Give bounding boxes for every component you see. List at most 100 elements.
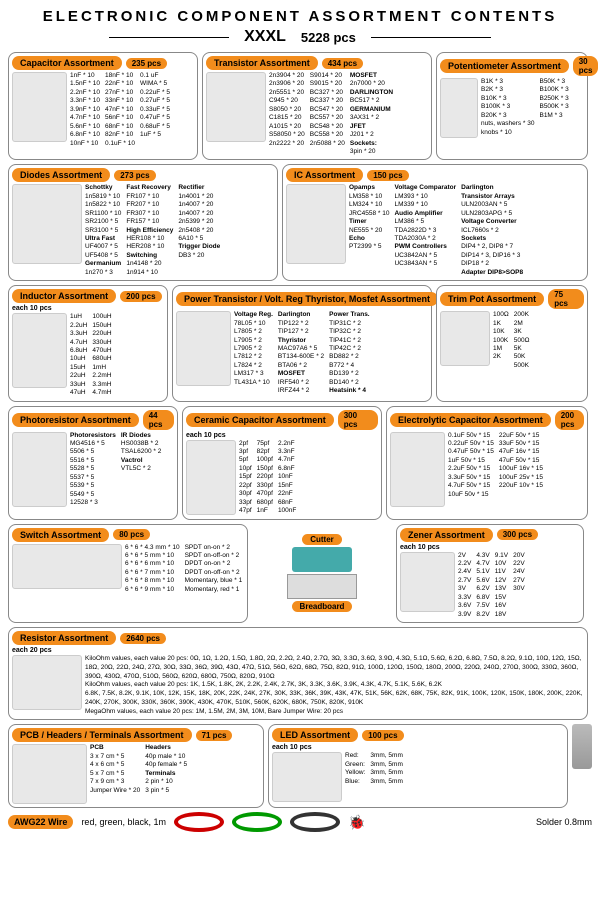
resistor-sub: each 20 pcs bbox=[12, 647, 584, 654]
pot-val: B100K * 3 bbox=[481, 103, 534, 111]
diodes-val: Fast Recovery bbox=[126, 184, 173, 192]
ceramic-val: 82pf bbox=[257, 448, 273, 456]
diodes-val: 6A10 * 5 bbox=[178, 235, 220, 243]
diodes-val: Trigger Diode bbox=[178, 243, 220, 251]
ic-val: Timer bbox=[349, 218, 389, 226]
electro-val: 100uF 25v * 15 bbox=[499, 474, 543, 482]
zener-val: 2.4V bbox=[458, 568, 471, 576]
pot-title: Potentiometer Assortment bbox=[440, 59, 569, 73]
photo-val: 5549 * 5 bbox=[70, 491, 116, 499]
zener-val: 5.6V bbox=[476, 577, 489, 585]
trimpot-thumb bbox=[440, 311, 490, 366]
capacitor-val: WIMA * 5 bbox=[140, 80, 170, 88]
ceramic-val: 68nF bbox=[278, 499, 296, 507]
ceramic-val: 680pf bbox=[257, 499, 273, 507]
electro-val: 1uF 50v * 15 bbox=[448, 457, 494, 465]
switch-thumb bbox=[12, 544, 122, 589]
power-val: BD882 * 2 bbox=[329, 353, 369, 361]
power-val: IRFZ44 * 2 bbox=[278, 387, 324, 395]
power-val: BD140 * 2 bbox=[329, 379, 369, 387]
inductor-val: 1uH bbox=[70, 313, 87, 321]
pot-val: knobs * 10 bbox=[481, 129, 534, 137]
led-val: 3mm, 5mm bbox=[370, 761, 403, 769]
diodes-val: UF4007 * 5 bbox=[85, 243, 121, 251]
ceramic-val: 5pf bbox=[239, 456, 252, 464]
inductor-title: Inductor Assortment bbox=[12, 289, 116, 303]
electro-val: 100uF 16v * 15 bbox=[499, 465, 543, 473]
transistor-val: BC548 * 20 bbox=[310, 123, 345, 131]
trimpot-pcs: 75 pcs bbox=[548, 289, 584, 309]
capacitor-val: 3.9nF * 10 bbox=[70, 106, 100, 114]
ic-val: DIP18 * 2 bbox=[461, 260, 523, 268]
pcb-section: PCB / Headers / Terminals Assortment 71 … bbox=[8, 724, 264, 808]
inductor-val: 15uH bbox=[70, 364, 87, 372]
power-title: Power Transistor / Volt. Reg Thyristor, … bbox=[176, 292, 438, 306]
ceramic-val: 2.2nF bbox=[278, 440, 296, 448]
trimpot-title: Trim Pot Assortment bbox=[440, 292, 544, 306]
photo-val: 5506 * 5 bbox=[70, 448, 116, 456]
ceramic-val: 3pf bbox=[239, 448, 252, 456]
trimpot-val: 500Ω bbox=[514, 337, 530, 345]
power-val: BTA06 * 2 bbox=[278, 362, 324, 370]
transistor-val: 2n2222 * 20 bbox=[269, 140, 305, 148]
zener-val: 27V bbox=[513, 577, 525, 585]
inductor-val: 1mH bbox=[92, 364, 111, 372]
diodes-section: Diodes Assortment 273 pcs Schottky1n5819… bbox=[8, 164, 278, 281]
ceramic-val: 10nF bbox=[278, 473, 296, 481]
power-val: TL431A * 10 bbox=[234, 379, 273, 387]
ic-val: NE555 * 20 bbox=[349, 227, 389, 235]
electro-val: 22uF 50v * 15 bbox=[499, 432, 543, 440]
capacitor-val: 3.3nF * 10 bbox=[70, 97, 100, 105]
capacitor-val: 0.33uF * 5 bbox=[140, 106, 170, 114]
transistor-val: 2n7000 * 20 bbox=[350, 80, 393, 88]
zener-val: 5.1V bbox=[476, 568, 489, 576]
zener-section: Zener Assortment 300 pcs each 10 pcs 2V2… bbox=[396, 524, 584, 624]
zener-val: 30V bbox=[513, 585, 525, 593]
transistor-val: 3AX31 * 2 bbox=[350, 114, 393, 122]
transistor-val: BC337 * 20 bbox=[310, 97, 345, 105]
led-section: LED Assortment 100 pcs each 10 pcs Red:G… bbox=[268, 724, 568, 808]
diodes-val: FR107 * 10 bbox=[126, 193, 173, 201]
pcb-val: 40p male * 10 bbox=[145, 753, 187, 761]
power-val: Heatsink * 4 bbox=[329, 387, 369, 395]
switch-val: 6 * 6 * 9 mm * 10 bbox=[125, 586, 180, 594]
ic-val: Voltage Converter bbox=[461, 218, 523, 226]
transistor-title: Transistor Assortment bbox=[206, 56, 318, 70]
switch-val: 6 * 6 * 4.3 mm * 10 bbox=[125, 544, 180, 552]
pot-val: B50K * 3 bbox=[539, 78, 568, 86]
led-thumb bbox=[272, 752, 342, 802]
diodes-val: 2n5399 * 20 bbox=[178, 218, 220, 226]
diodes-val: Rectifier bbox=[178, 184, 220, 192]
photo-thumb bbox=[12, 432, 67, 507]
photo-val: MG4516 * 5 bbox=[70, 440, 116, 448]
diodes-val: FR157 * 10 bbox=[126, 218, 173, 226]
switch-val: Momentary, red * 1 bbox=[185, 586, 243, 594]
ceramic-sub: each 10 pcs bbox=[186, 432, 378, 439]
switch-val: DPDT on-on * 2 bbox=[185, 560, 243, 568]
ic-val: DIP4 * 2, DIP8 * 7 bbox=[461, 243, 523, 251]
electro-thumb bbox=[390, 432, 445, 507]
electro-val: 0.1uF 50v * 15 bbox=[448, 432, 494, 440]
ic-val: Voltage Comparator bbox=[394, 184, 456, 192]
switch-val: 6 * 6 * 6 mm * 10 bbox=[125, 560, 180, 568]
capacitor-val: 1nF * 10 bbox=[70, 72, 100, 80]
pcb-thumb bbox=[12, 744, 87, 804]
capacitor-val: 5.6nF * 10 bbox=[70, 123, 100, 131]
trimpot-section: Trim Pot Assortment 75 pcs 100Ω1K10K100K… bbox=[436, 285, 588, 401]
ceramic-title: Ceramic Capacitor Assortment bbox=[186, 413, 334, 427]
zener-val: 15V bbox=[495, 594, 508, 602]
ceramic-val: 22nF bbox=[278, 490, 296, 498]
pcb-val: 3 pin * 5 bbox=[145, 787, 187, 795]
ic-val: Opamps bbox=[349, 184, 389, 192]
power-val: L7805 * 2 bbox=[234, 328, 273, 336]
photo-val: 5528 * 5 bbox=[70, 465, 116, 473]
transistor-val: MOSFET bbox=[350, 72, 393, 80]
pot-val: B1M * 3 bbox=[539, 112, 568, 120]
power-val: L7905 * 2 bbox=[234, 345, 273, 353]
power-val: TIP127 * 2 bbox=[278, 328, 324, 336]
bottom-row: AWG22 Wire red, green, black, 1m 🐞 Solde… bbox=[8, 812, 592, 832]
pot-val: B2K * 3 bbox=[481, 86, 534, 94]
inductor-section: Inductor Assortment 200 pcs each 10 pcs … bbox=[8, 285, 168, 401]
inductor-val: 22uH bbox=[70, 372, 87, 380]
led-sub: each 10 pcs bbox=[272, 744, 564, 751]
